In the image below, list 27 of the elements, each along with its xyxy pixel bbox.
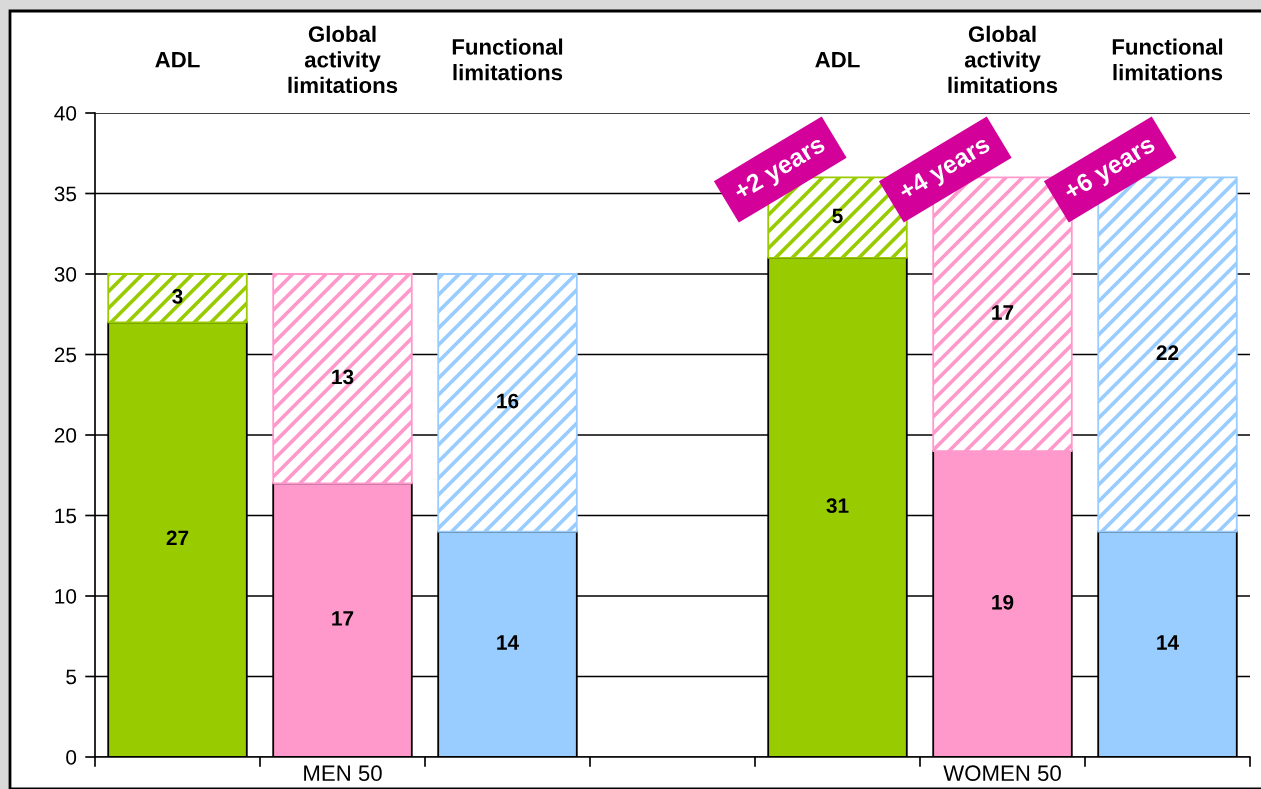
data-label: 17 xyxy=(332,611,354,626)
x-tick-label: Functional limitations xyxy=(452,38,563,81)
data-label: 17 xyxy=(992,305,1014,320)
y-tick-label: 35 xyxy=(54,186,77,202)
data-label: 31 xyxy=(826,498,849,514)
y-tick-label: 25 xyxy=(54,347,77,363)
text: WOMEN 50 xyxy=(943,765,1061,782)
data-label: 14 xyxy=(1157,635,1179,650)
data-label: 27 xyxy=(166,530,189,546)
x-tick-label: Global activity limitations xyxy=(288,25,398,94)
x-tick-label: Global activity limitations xyxy=(948,25,1058,94)
y-tick-label: 30 xyxy=(54,267,77,282)
data-label: 16 xyxy=(497,393,519,409)
x-tick-label: ADL xyxy=(155,52,200,68)
data-label: 14 xyxy=(497,635,519,650)
data-label: 13 xyxy=(332,369,354,385)
text: MEN 50 xyxy=(304,765,382,782)
x-tick-label: ADL xyxy=(815,52,860,68)
data-label: 19 xyxy=(992,594,1014,610)
data-label: 22 xyxy=(1156,345,1179,360)
y-tick-label: 15 xyxy=(55,508,77,524)
y-tick-label: 20 xyxy=(54,428,77,443)
x-tick-label: Functional limitations xyxy=(1112,38,1223,81)
y-tick-label: 0 xyxy=(66,750,77,765)
y-tick-label: 10 xyxy=(55,589,77,604)
y-tick-label: 5 xyxy=(66,669,77,685)
y-tick-label: 40 xyxy=(54,106,77,121)
